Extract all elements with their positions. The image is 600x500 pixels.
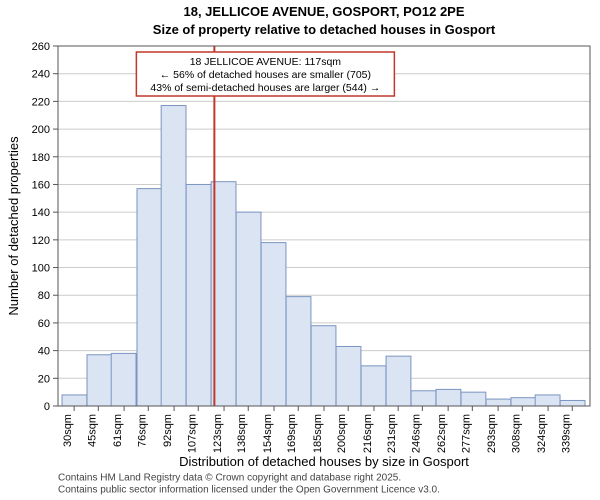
footer-line1: Contains HM Land Registry data © Crown c… bbox=[58, 472, 401, 483]
histogram-bar bbox=[286, 297, 311, 406]
tick-label-x: 308sqm bbox=[510, 414, 522, 453]
tick-label-x: 293sqm bbox=[486, 414, 498, 453]
tick-label-y: 160 bbox=[32, 179, 50, 191]
chart-title-line2: Size of property relative to detached ho… bbox=[153, 22, 496, 37]
chart-container: 18, JELLICOE AVENUE, GOSPORT, PO12 2PE Si… bbox=[0, 0, 600, 500]
histogram-bar bbox=[261, 243, 286, 406]
tick-label-x: 262sqm bbox=[436, 414, 448, 453]
tick-label-y: 260 bbox=[32, 41, 50, 53]
tick-label-y: 20 bbox=[38, 373, 50, 385]
tick-label-y: 80 bbox=[38, 290, 50, 302]
tick-label-y: 240 bbox=[32, 69, 50, 81]
histogram-svg: 18, JELLICOE AVENUE, GOSPORT, PO12 2PE Si… bbox=[0, 0, 600, 500]
tick-label-x: 324sqm bbox=[536, 414, 548, 453]
tick-label-y: 100 bbox=[32, 263, 50, 275]
tick-label-y: 120 bbox=[32, 235, 50, 247]
histogram-bar bbox=[111, 353, 136, 406]
tick-label-x: 246sqm bbox=[410, 414, 422, 453]
tick-label-x: 231sqm bbox=[386, 414, 398, 453]
tick-label-y: 40 bbox=[38, 346, 50, 358]
histogram-bar bbox=[137, 189, 162, 406]
callout-line3: 43% of semi-detached houses are larger (… bbox=[150, 82, 380, 94]
callout-line2: ← 56% of detached houses are smaller (70… bbox=[160, 69, 371, 81]
histogram-bar bbox=[461, 392, 486, 406]
tick-label-x: 138sqm bbox=[236, 414, 248, 453]
tick-label-x: 123sqm bbox=[212, 414, 224, 453]
histogram-bar bbox=[62, 395, 87, 406]
histogram-bar bbox=[236, 212, 261, 406]
x-axis-label: Distribution of detached houses by size … bbox=[179, 454, 469, 469]
histogram-bar bbox=[436, 389, 461, 406]
histogram-bar bbox=[535, 395, 560, 406]
tick-label-y: 60 bbox=[38, 318, 50, 330]
tick-label-x: 200sqm bbox=[336, 414, 348, 453]
tick-label-y: 140 bbox=[32, 207, 50, 219]
tick-label-x: 339sqm bbox=[560, 414, 572, 453]
footer-line2: Contains public sector information licen… bbox=[58, 484, 440, 495]
callout-line1: 18 JELLICOE AVENUE: 117sqm bbox=[190, 56, 342, 68]
tick-label-x: 185sqm bbox=[312, 414, 324, 453]
histogram-bar bbox=[161, 106, 186, 406]
histogram-bar bbox=[361, 366, 386, 406]
histogram-bar bbox=[311, 326, 336, 406]
tick-label-x: 107sqm bbox=[186, 414, 198, 453]
tick-label-y: 180 bbox=[32, 152, 50, 164]
tick-label-y: 200 bbox=[32, 124, 50, 136]
tick-label-x: 154sqm bbox=[262, 414, 274, 453]
tick-label-x: 61sqm bbox=[112, 414, 124, 447]
histogram-bar bbox=[411, 391, 436, 406]
histogram-bar bbox=[511, 398, 536, 406]
tick-label-x: 216sqm bbox=[362, 414, 374, 453]
histogram-bar bbox=[87, 355, 112, 406]
histogram-bar bbox=[560, 400, 585, 406]
tick-label-x: 277sqm bbox=[460, 414, 472, 453]
histogram-bar bbox=[186, 184, 211, 406]
y-axis-label: Number of detached properties bbox=[6, 136, 21, 316]
tick-label-x: 92sqm bbox=[162, 414, 174, 447]
tick-label-x: 76sqm bbox=[136, 414, 148, 447]
tick-label-x: 45sqm bbox=[86, 414, 98, 447]
tick-label-y: 220 bbox=[32, 96, 50, 108]
tick-label-y: 0 bbox=[44, 401, 50, 413]
chart-title-line1: 18, JELLICOE AVENUE, GOSPORT, PO12 2PE bbox=[183, 4, 464, 19]
histogram-bar bbox=[486, 399, 511, 406]
histogram-bar bbox=[386, 356, 411, 406]
histogram-bar bbox=[336, 346, 361, 406]
tick-label-x: 30sqm bbox=[62, 414, 74, 447]
tick-label-x: 169sqm bbox=[286, 414, 298, 453]
